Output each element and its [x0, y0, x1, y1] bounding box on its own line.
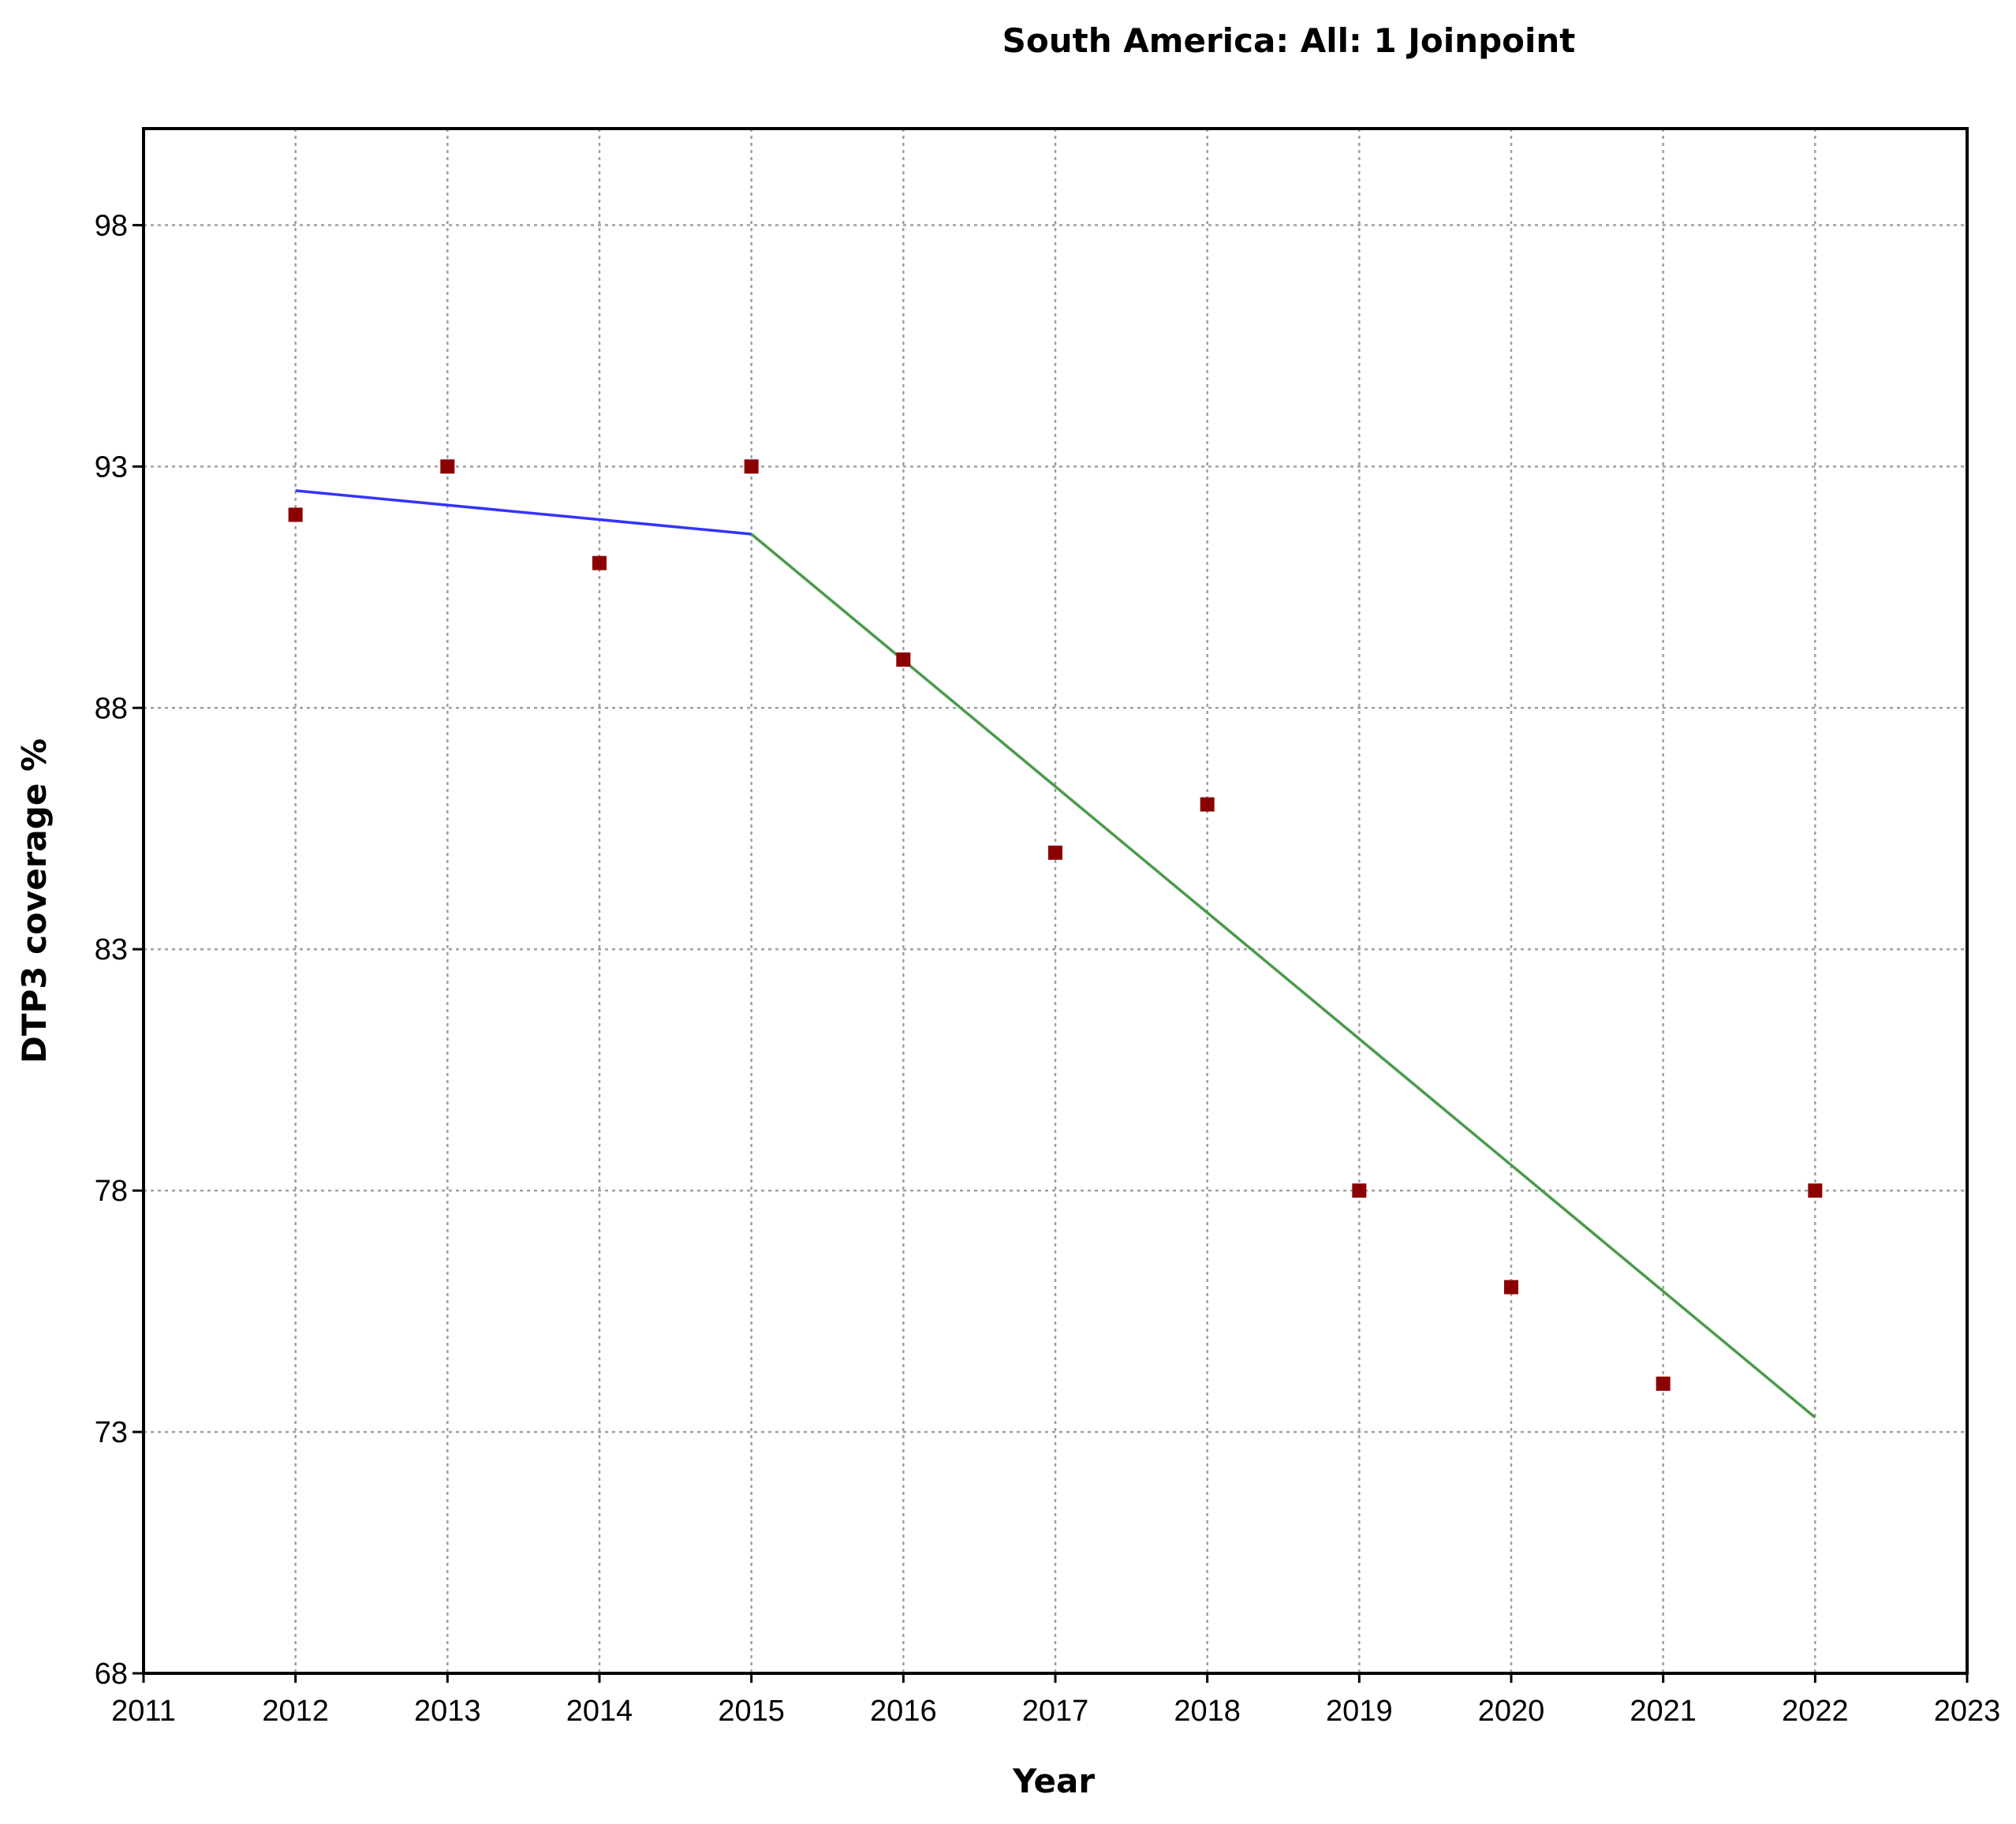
trend-lines — [295, 489, 1816, 1419]
data-point — [288, 507, 303, 522]
y-tick-label: 68 — [95, 1658, 128, 1691]
x-axis-ticks: 2011 2012 2013 2014 2015 2016 2017 2018 2019 2020… — [111, 1673, 2000, 1728]
data-point — [592, 555, 607, 570]
data-point — [1200, 797, 1215, 812]
y-tick-label: 83 — [95, 933, 128, 966]
x-tick-label: 2011 — [111, 1695, 176, 1728]
y-axis-title: DTP3 coverage % — [15, 738, 54, 1063]
x-tick-label: 2012 — [262, 1695, 329, 1728]
x-tick-label: 2022 — [1782, 1695, 1849, 1728]
x-tick-label: 2017 — [1022, 1695, 1089, 1728]
data-points — [288, 459, 1823, 1391]
grid — [144, 129, 1967, 1673]
x-tick-label: 2015 — [718, 1695, 785, 1728]
plot-frame — [142, 127, 1969, 1675]
data-point — [1808, 1183, 1823, 1198]
x-tick-label: 2014 — [566, 1695, 633, 1728]
chart-title: South America: All: 1 Joinpoint — [1002, 21, 1576, 60]
x-tick-label: 2023 — [1934, 1695, 2001, 1728]
y-tick-label: 78 — [95, 1175, 128, 1208]
y-tick-label: 98 — [95, 209, 128, 242]
data-point — [1656, 1376, 1671, 1391]
data-point — [896, 652, 911, 667]
y-tick-label: 93 — [95, 450, 128, 484]
x-tick-label: 2020 — [1478, 1695, 1545, 1728]
data-point — [1048, 845, 1062, 860]
x-tick-label: 2018 — [1174, 1695, 1241, 1728]
data-point — [1352, 1183, 1367, 1198]
y-axis-ticks: 68 73 78 83 88 93 98 — [95, 209, 144, 1691]
data-point — [744, 459, 759, 474]
x-tick-label: 2019 — [1326, 1695, 1393, 1728]
x-axis-title: Year — [1012, 1762, 1095, 1800]
data-point — [440, 459, 455, 474]
x-tick-label: 2016 — [870, 1695, 937, 1728]
y-tick-label: 73 — [95, 1416, 128, 1449]
data-point — [1504, 1280, 1518, 1295]
joinpoint-segment-1 — [295, 489, 752, 536]
y-tick-label: 88 — [95, 692, 128, 725]
x-tick-label: 2021 — [1630, 1695, 1697, 1728]
joinpoint-segment-2 — [750, 533, 1816, 1419]
x-tick-label: 2013 — [414, 1695, 481, 1728]
